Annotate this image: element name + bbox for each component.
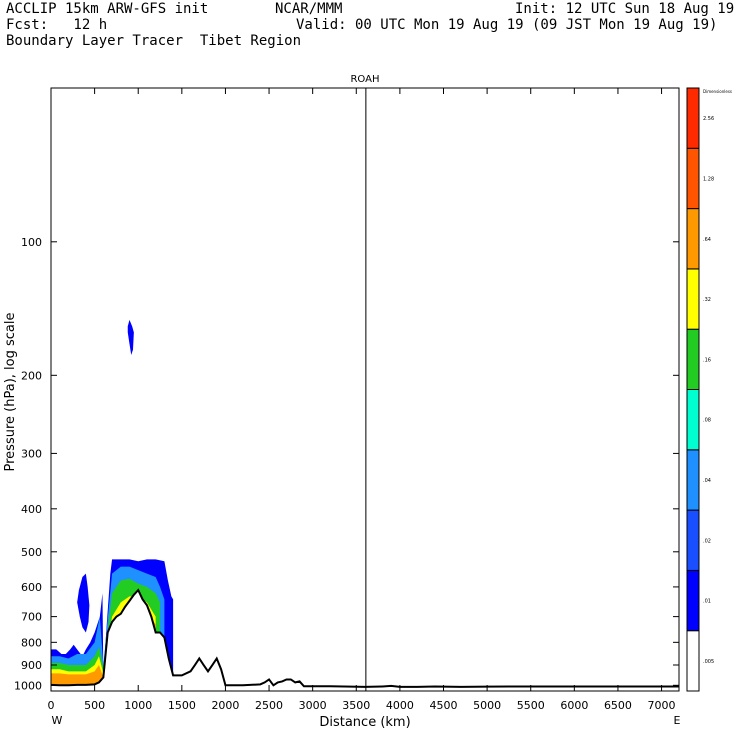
x-tick-label: 2000	[211, 699, 239, 712]
tracer-blob-1	[77, 573, 90, 633]
direction-right-label: E	[674, 714, 681, 727]
colorbar-label: .16	[703, 357, 711, 363]
y-tick-label: 900	[21, 659, 42, 672]
direction-left-label: W	[52, 714, 63, 727]
x-tick-label: 1500	[168, 699, 196, 712]
colorbar-swatch	[686, 569, 700, 632]
y-tick-label: 800	[21, 636, 42, 649]
colorbar: .005 .01 .02 .04 .08 .16 .32 .64 1.28 2.56 Dimensi…	[686, 87, 732, 692]
colorbar-label: .64	[703, 237, 711, 243]
colorbar-label: .005	[703, 659, 714, 665]
x-tick-label: 3000	[299, 699, 327, 712]
y-tick-label: 500	[21, 546, 42, 559]
y-tick-label: 1000	[14, 679, 42, 692]
colorbar-label: .01	[703, 599, 711, 605]
colorbar-label: 1.28	[703, 176, 714, 182]
y-tick-label: 200	[21, 369, 42, 382]
header-line1-center: NCAR/MMM	[275, 1, 343, 17]
colorbar-swatch	[686, 147, 700, 210]
colorbar-swatch	[686, 268, 700, 330]
header-line2-right: Valid: 00 UTC Mon 19 Aug 19 (09 JST Mon …	[296, 17, 718, 33]
colorbar-swatch	[686, 328, 700, 391]
header-line1-right: Init: 12 UTC Sun 18 Aug 19	[515, 1, 735, 17]
y-tick-label: 400	[21, 503, 42, 516]
colorbar-swatch	[686, 87, 700, 149]
x-tick-label: 7000	[648, 699, 676, 712]
colorbar-swatch	[686, 208, 700, 270]
header-line3-left: Boundary Layer Tracer Tibet Region	[6, 33, 302, 49]
colorbar-label: .04	[703, 478, 711, 484]
colorbar-label: 2.56	[703, 116, 714, 122]
colorbar-label: .02	[703, 538, 711, 544]
x-tick-label: 4000	[386, 699, 414, 712]
x-tick-label: 6500	[604, 699, 632, 712]
y-tick-label: 600	[21, 581, 42, 594]
x-tick-label: 4500	[430, 699, 458, 712]
colorbar-label: .32	[703, 297, 711, 303]
colorbar-title: Dimensionless	[703, 89, 732, 94]
y-tick-label: 300	[21, 447, 42, 460]
x-tick-label: 5500	[517, 699, 545, 712]
header-line2-left: Fcst: 12 h	[6, 17, 108, 33]
colorbar-label: .08	[703, 418, 711, 424]
plot-frame	[50, 87, 680, 692]
x-tick-label: 5000	[473, 699, 501, 712]
y-tick-label: 700	[21, 611, 42, 624]
colorbar-swatch	[686, 449, 700, 511]
x-tick-label: 0	[48, 699, 55, 712]
colorbar-swatch	[686, 509, 700, 571]
colorbar-swatch	[686, 630, 700, 692]
x-tick-label: 3500	[342, 699, 370, 712]
x-tick-label: 500	[84, 699, 105, 712]
chart-title: ROAH	[350, 74, 379, 85]
y-tick-label: 100	[21, 236, 42, 249]
tracer-blob-0	[127, 319, 134, 356]
x-tick-label: 6000	[560, 699, 588, 712]
terrain-fill	[51, 590, 679, 691]
colorbar-swatch	[686, 389, 700, 451]
x-tick-label: 1000	[124, 699, 152, 712]
header-line1-left: ACCLIP 15km ARW-GFS init	[6, 1, 209, 17]
x-tick-label: 2500	[255, 699, 283, 712]
terrain-line	[51, 588, 679, 688]
x-axis-label: Distance (km)	[319, 715, 410, 730]
y-axis-label: Pressure (hPa), log scale	[3, 313, 18, 472]
